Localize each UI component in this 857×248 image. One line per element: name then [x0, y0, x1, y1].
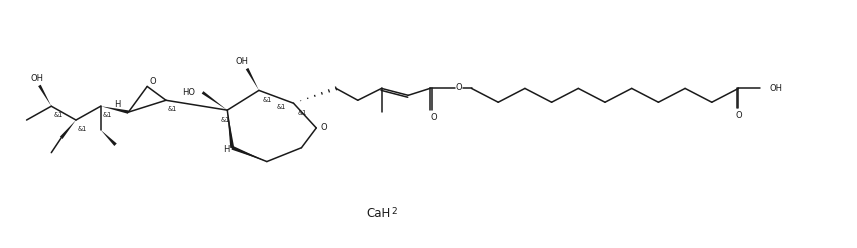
Polygon shape: [60, 120, 76, 139]
Polygon shape: [101, 106, 129, 114]
Text: OH: OH: [236, 57, 249, 66]
Text: O: O: [321, 124, 327, 132]
Text: H: H: [223, 145, 230, 154]
Polygon shape: [38, 85, 51, 106]
Text: O: O: [431, 113, 438, 122]
Text: &1: &1: [297, 110, 307, 116]
Polygon shape: [231, 146, 267, 162]
Text: OH: OH: [31, 74, 44, 83]
Text: &1: &1: [276, 104, 285, 110]
Polygon shape: [246, 68, 259, 90]
Text: H: H: [114, 100, 121, 109]
Polygon shape: [227, 110, 234, 148]
Text: &1: &1: [78, 126, 87, 132]
Text: &1: &1: [220, 117, 230, 123]
Text: O: O: [735, 111, 742, 120]
Text: &1: &1: [53, 112, 63, 118]
Text: OH: OH: [769, 84, 782, 93]
Polygon shape: [201, 91, 227, 110]
Text: &1: &1: [263, 97, 273, 103]
Text: 2: 2: [392, 207, 397, 216]
Polygon shape: [101, 130, 117, 146]
Text: CaH: CaH: [366, 208, 391, 220]
Text: O: O: [149, 77, 156, 86]
Text: &1: &1: [103, 112, 112, 118]
Text: HO: HO: [182, 88, 195, 97]
Text: O: O: [456, 83, 462, 92]
Text: &1: &1: [168, 106, 177, 112]
